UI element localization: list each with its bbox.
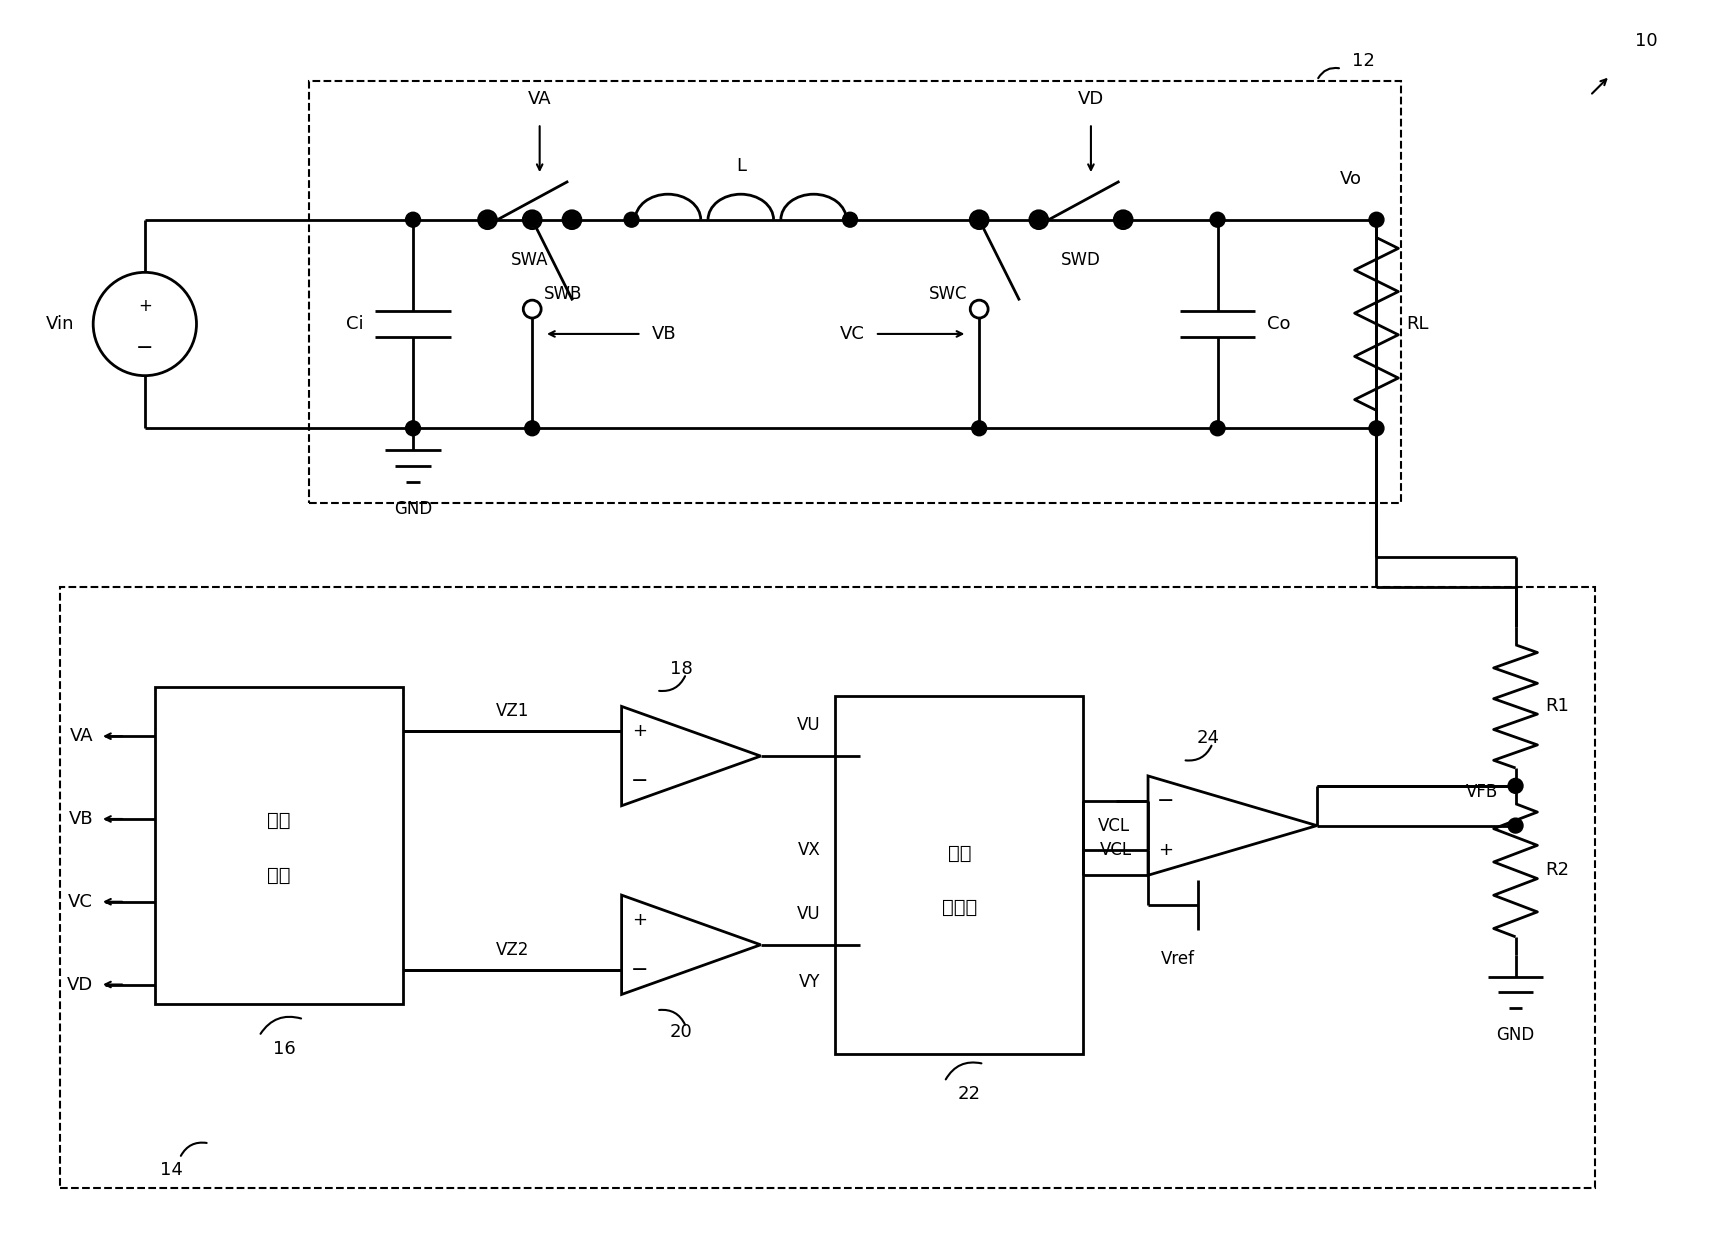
Text: 16: 16: [273, 1040, 295, 1058]
Text: VD: VD: [1078, 90, 1104, 109]
Text: 14: 14: [160, 1162, 182, 1179]
Text: Co: Co: [1267, 315, 1291, 333]
Text: GND: GND: [1497, 1027, 1535, 1044]
Text: 产生器: 产生器: [941, 898, 977, 917]
Text: 电路: 电路: [268, 866, 290, 884]
Text: 12: 12: [1351, 52, 1375, 69]
Text: Ci: Ci: [345, 315, 364, 333]
Text: R1: R1: [1545, 698, 1569, 715]
Text: 24: 24: [1197, 729, 1219, 747]
Text: +: +: [632, 722, 647, 740]
Circle shape: [525, 421, 539, 435]
Circle shape: [970, 301, 987, 318]
Text: VCL: VCL: [1099, 816, 1130, 835]
Text: VA: VA: [527, 90, 551, 109]
Text: VU: VU: [797, 905, 821, 923]
Circle shape: [1116, 213, 1132, 228]
Text: VA: VA: [70, 727, 93, 745]
Circle shape: [525, 213, 539, 228]
Text: GND: GND: [393, 500, 433, 518]
Text: 20: 20: [670, 1023, 692, 1042]
Text: −: −: [630, 771, 649, 790]
Circle shape: [623, 213, 639, 228]
Text: +: +: [137, 297, 151, 315]
Bar: [155, 687, 403, 1004]
Text: VZ1: VZ1: [496, 703, 529, 720]
Text: 22: 22: [958, 1085, 980, 1102]
Text: Vin: Vin: [46, 315, 74, 333]
Text: +: +: [1159, 841, 1173, 860]
Circle shape: [565, 213, 579, 228]
Text: VD: VD: [67, 976, 93, 993]
Circle shape: [524, 210, 541, 229]
Text: SWB: SWB: [544, 286, 582, 303]
Text: RL: RL: [1406, 315, 1429, 333]
Circle shape: [481, 213, 494, 228]
Circle shape: [972, 421, 987, 435]
Circle shape: [1508, 778, 1523, 793]
Circle shape: [563, 210, 580, 229]
Text: VB: VB: [651, 325, 676, 343]
Text: VCL: VCL: [1099, 841, 1132, 860]
Circle shape: [524, 301, 541, 318]
Circle shape: [479, 210, 496, 229]
Text: SWA: SWA: [512, 251, 548, 270]
Circle shape: [1210, 421, 1224, 435]
Text: VX: VX: [797, 841, 821, 860]
Text: VY: VY: [798, 972, 821, 991]
Text: −: −: [630, 960, 649, 980]
Text: Vref: Vref: [1161, 950, 1195, 967]
Circle shape: [1030, 210, 1047, 229]
Text: SWD: SWD: [1061, 251, 1101, 270]
Text: L: L: [737, 157, 745, 174]
Text: VZ2: VZ2: [496, 940, 529, 959]
Text: SWC: SWC: [929, 286, 967, 303]
Circle shape: [970, 210, 987, 229]
Text: −: −: [1157, 790, 1174, 810]
Circle shape: [1508, 818, 1523, 833]
Text: 信号: 信号: [948, 844, 972, 863]
Text: VB: VB: [69, 810, 93, 828]
Text: VFB: VFB: [1465, 783, 1497, 800]
Text: R2: R2: [1545, 861, 1569, 880]
Circle shape: [1368, 213, 1384, 228]
Bar: [834, 696, 1083, 1054]
Circle shape: [843, 213, 857, 228]
Text: −: −: [136, 338, 153, 357]
Text: 10: 10: [1635, 32, 1657, 49]
Circle shape: [405, 213, 421, 228]
Circle shape: [1114, 210, 1132, 229]
Circle shape: [972, 213, 987, 228]
Text: 逻辑: 逻辑: [268, 811, 290, 830]
Text: 18: 18: [670, 659, 692, 678]
Circle shape: [1210, 213, 1224, 228]
Text: Vo: Vo: [1339, 169, 1362, 188]
Text: VU: VU: [797, 716, 821, 735]
Circle shape: [405, 421, 421, 435]
Text: VC: VC: [840, 325, 865, 343]
Circle shape: [1368, 421, 1384, 435]
Circle shape: [1032, 213, 1046, 228]
Text: VC: VC: [69, 893, 93, 910]
Text: +: +: [632, 910, 647, 929]
